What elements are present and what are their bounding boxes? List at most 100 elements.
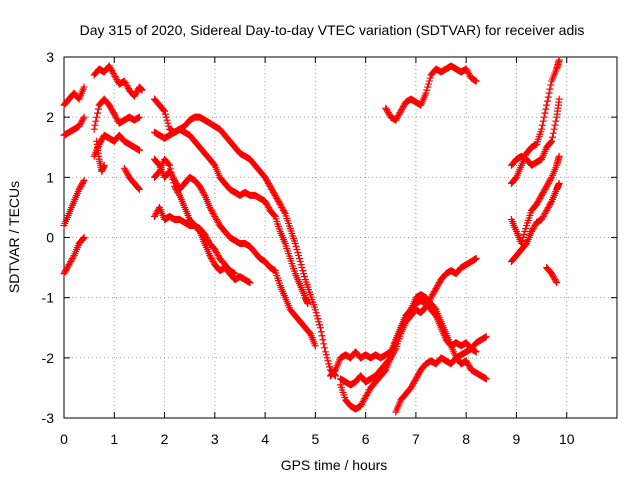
data-point xyxy=(214,252,222,260)
data-point xyxy=(433,283,441,291)
data-point xyxy=(319,336,327,344)
data-point xyxy=(207,205,215,213)
data-point xyxy=(273,194,281,202)
data-point xyxy=(413,373,421,381)
data-point xyxy=(62,267,70,275)
data-point xyxy=(133,88,141,96)
data-point xyxy=(105,101,113,109)
data-point xyxy=(465,70,473,78)
data-point xyxy=(271,191,279,199)
data-point xyxy=(539,212,547,220)
x-tick-label: 6 xyxy=(362,431,370,447)
data-point xyxy=(151,211,159,219)
series-arc-13 xyxy=(150,155,254,287)
data-point xyxy=(544,203,552,211)
data-point xyxy=(431,286,439,294)
data-point xyxy=(93,113,101,121)
data-point xyxy=(100,161,108,169)
data-point xyxy=(174,188,182,196)
data-point xyxy=(66,259,74,267)
data-point xyxy=(407,384,415,392)
data-point xyxy=(121,79,129,87)
x-tick-label: 4 xyxy=(261,431,269,447)
data-point xyxy=(391,346,399,354)
data-point xyxy=(277,202,285,210)
data-point xyxy=(539,188,547,196)
series-arc-9 xyxy=(120,164,143,193)
data-point xyxy=(519,234,527,241)
data-point xyxy=(424,80,432,88)
data-point xyxy=(169,175,177,183)
data-point xyxy=(548,270,556,278)
data-point xyxy=(539,117,547,125)
data-point xyxy=(394,112,402,120)
data-point xyxy=(396,109,404,117)
data-point xyxy=(529,224,537,232)
data-point xyxy=(264,202,272,210)
data-point xyxy=(540,187,548,195)
x-tick-label: 3 xyxy=(211,431,219,447)
data-point xyxy=(208,208,216,216)
data-point xyxy=(64,262,72,270)
data-point xyxy=(109,68,117,76)
data-point xyxy=(390,348,398,356)
data-point xyxy=(296,258,304,266)
data-point xyxy=(265,181,273,189)
data-point xyxy=(538,125,546,133)
data-point xyxy=(423,301,431,309)
data-point xyxy=(68,255,76,263)
data-point xyxy=(167,168,175,176)
data-point xyxy=(80,234,88,241)
data-point xyxy=(326,363,334,371)
data-point xyxy=(113,76,121,84)
data-point xyxy=(166,165,174,173)
data-point xyxy=(75,185,83,193)
data-point xyxy=(78,116,86,124)
data-point xyxy=(300,270,308,278)
data-point xyxy=(292,243,300,251)
data-point xyxy=(94,105,102,113)
data-point xyxy=(383,107,391,115)
data-point xyxy=(383,106,391,114)
data-point xyxy=(268,185,276,193)
data-point xyxy=(197,185,205,193)
data-point xyxy=(90,125,98,133)
data-point xyxy=(207,206,215,214)
data-point xyxy=(269,188,277,196)
x-tick-label: 7 xyxy=(412,431,420,447)
data-point xyxy=(295,255,303,263)
data-point xyxy=(311,342,319,350)
data-point xyxy=(77,119,85,127)
data-point xyxy=(94,109,102,117)
y-tick-label: -3 xyxy=(42,410,55,426)
data-point xyxy=(274,196,282,204)
data-point xyxy=(267,184,275,192)
data-point xyxy=(466,363,474,371)
data-point xyxy=(132,89,140,97)
data-point xyxy=(65,261,73,269)
data-point xyxy=(206,252,214,260)
data-point xyxy=(384,109,392,117)
data-point xyxy=(168,172,176,180)
data-point xyxy=(555,179,563,187)
data-point xyxy=(200,190,208,198)
data-point xyxy=(463,67,471,75)
data-point xyxy=(206,203,214,211)
data-point xyxy=(385,110,393,118)
y-tick-label: 0 xyxy=(46,230,54,246)
data-point xyxy=(80,176,88,184)
data-point xyxy=(518,237,526,245)
y-tick-label: -1 xyxy=(42,290,55,306)
axis-ticks: 0 1 2 3 4 5 6 7 8 9 10 -3 -2 -1 0 1 2 3 xyxy=(42,49,617,447)
data-point xyxy=(155,168,163,176)
data-point xyxy=(318,332,326,340)
data-point xyxy=(543,205,551,213)
data-point xyxy=(362,393,370,401)
data-point xyxy=(415,369,423,377)
data-point xyxy=(550,125,558,133)
data-point xyxy=(201,230,209,238)
data-point xyxy=(135,185,143,193)
series-arc-18 xyxy=(392,333,490,416)
data-point xyxy=(428,292,436,300)
data-point xyxy=(542,184,550,192)
